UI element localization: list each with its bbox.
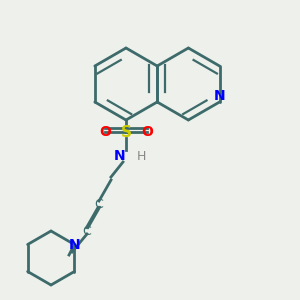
Text: O: O	[99, 125, 111, 139]
Text: O: O	[141, 125, 153, 139]
Text: N: N	[114, 149, 126, 163]
Text: N: N	[214, 89, 225, 103]
Text: H: H	[136, 149, 146, 163]
Text: C: C	[94, 197, 103, 211]
Text: S: S	[121, 124, 131, 140]
Text: N: N	[69, 238, 80, 251]
Text: C: C	[82, 224, 91, 238]
